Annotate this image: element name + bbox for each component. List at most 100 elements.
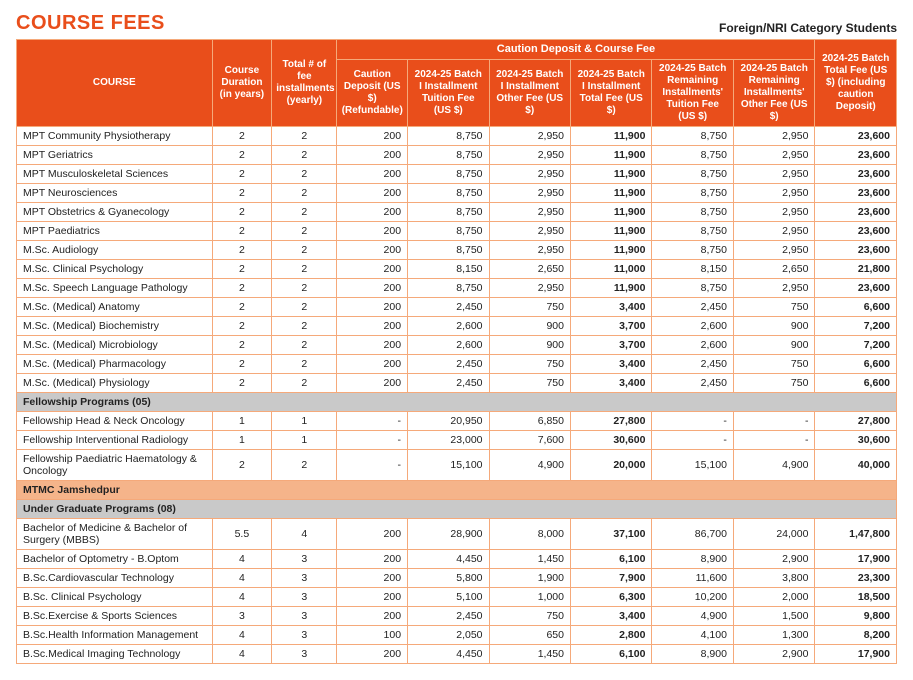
caution-cell: 200 (337, 241, 408, 260)
rem-tuition-cell: 2,600 (652, 336, 733, 355)
duration-cell: 2 (212, 165, 272, 184)
tuition1-cell: 5,800 (408, 569, 489, 588)
total1-cell: 7,900 (570, 569, 651, 588)
caution-cell: 200 (337, 317, 408, 336)
installments-cell: 2 (272, 241, 337, 260)
course-cell: B.Sc.Cardiovascular Technology (17, 569, 213, 588)
duration-cell: 3 (212, 607, 272, 626)
installments-cell: 3 (272, 588, 337, 607)
rem-other-cell: 2,950 (733, 165, 815, 184)
installments-cell: 2 (272, 317, 337, 336)
installments-cell: 2 (272, 222, 337, 241)
course-cell: MPT Neurosciences (17, 184, 213, 203)
caution-cell: 100 (337, 626, 408, 645)
table-row: Bachelor of Medicine & Bachelor of Surge… (17, 519, 897, 550)
other1-cell: 750 (489, 607, 570, 626)
installments-cell: 1 (272, 412, 337, 431)
other1-cell: 4,900 (489, 450, 570, 481)
table-row: MPT Neurosciences222008,7502,95011,9008,… (17, 184, 897, 203)
course-cell: B.Sc.Medical Imaging Technology (17, 645, 213, 664)
table-head: COURSE Course Duration (in years) Total … (17, 40, 897, 127)
caution-cell: 200 (337, 645, 408, 664)
rem-tuition-cell: 2,450 (652, 298, 733, 317)
rem-tuition-cell: 2,450 (652, 374, 733, 393)
other1-cell: 2,950 (489, 241, 570, 260)
other1-cell: 750 (489, 355, 570, 374)
rem-tuition-cell: 8,750 (652, 222, 733, 241)
installments-cell: 2 (272, 146, 337, 165)
rem-tuition-cell: 86,700 (652, 519, 733, 550)
total1-cell: 11,900 (570, 203, 651, 222)
grand-cell: 9,800 (815, 607, 897, 626)
rem-other-cell: 750 (733, 374, 815, 393)
section-label: MTMC Jamshedpur (17, 481, 897, 500)
total1-cell: 2,800 (570, 626, 651, 645)
caution-cell: 200 (337, 588, 408, 607)
table-row: B.Sc.Health Information Management431002… (17, 626, 897, 645)
grand-cell: 21,800 (815, 260, 897, 279)
duration-cell: 2 (212, 336, 272, 355)
duration-cell: 4 (212, 569, 272, 588)
course-cell: M.Sc. (Medical) Biochemistry (17, 317, 213, 336)
rem-tuition-cell: - (652, 431, 733, 450)
total1-cell: 11,000 (570, 260, 651, 279)
other1-cell: 2,950 (489, 146, 570, 165)
course-cell: Bachelor of Optometry - B.Optom (17, 550, 213, 569)
grand-cell: 1,47,800 (815, 519, 897, 550)
installments-cell: 3 (272, 626, 337, 645)
other1-cell: 8,000 (489, 519, 570, 550)
grand-cell: 27,800 (815, 412, 897, 431)
table-row: B.Sc.Cardiovascular Technology432005,800… (17, 569, 897, 588)
grand-cell: 8,200 (815, 626, 897, 645)
tuition1-cell: 5,100 (408, 588, 489, 607)
rem-other-cell: 2,000 (733, 588, 815, 607)
other1-cell: 2,950 (489, 165, 570, 184)
course-cell: M.Sc. (Medical) Pharmacology (17, 355, 213, 374)
grand-cell: 23,600 (815, 222, 897, 241)
caution-cell: 200 (337, 355, 408, 374)
other1-cell: 1,000 (489, 588, 570, 607)
rem-tuition-cell: 8,750 (652, 146, 733, 165)
rem-other-cell: 900 (733, 317, 815, 336)
tuition1-cell: 4,450 (408, 550, 489, 569)
rem-other-cell: 2,900 (733, 550, 815, 569)
rem-tuition-cell: 15,100 (652, 450, 733, 481)
rem-other-cell: 1,500 (733, 607, 815, 626)
rem-tuition-cell: 8,900 (652, 550, 733, 569)
course-cell: MPT Community Physiotherapy (17, 127, 213, 146)
tuition1-cell: 8,750 (408, 146, 489, 165)
total1-cell: 11,900 (570, 146, 651, 165)
tuition1-cell: 8,750 (408, 184, 489, 203)
table-row: M.Sc. (Medical) Physiology222002,4507503… (17, 374, 897, 393)
rem-other-cell: - (733, 412, 815, 431)
rem-other-cell: 2,900 (733, 645, 815, 664)
rem-tuition-cell: 8,750 (652, 203, 733, 222)
duration-cell: 2 (212, 279, 272, 298)
tuition1-cell: 20,950 (408, 412, 489, 431)
total1-cell: 6,100 (570, 645, 651, 664)
duration-cell: 1 (212, 412, 272, 431)
total1-cell: 20,000 (570, 450, 651, 481)
tuition1-cell: 8,750 (408, 222, 489, 241)
caution-cell: 200 (337, 569, 408, 588)
page-subtitle: Foreign/NRI Category Students (719, 21, 897, 35)
installments-cell: 2 (272, 355, 337, 374)
section-label: Under Graduate Programs (08) (17, 500, 897, 519)
installments-cell: 2 (272, 374, 337, 393)
th-tuition1: 2024-25 Batch I Installment Tuition Fee … (408, 60, 489, 127)
installments-cell: 1 (272, 431, 337, 450)
rem-tuition-cell: 10,200 (652, 588, 733, 607)
table-row: M.Sc. (Medical) Biochemistry222002,60090… (17, 317, 897, 336)
course-cell: M.Sc. Audiology (17, 241, 213, 260)
page-header: COURSE FEES Foreign/NRI Category Student… (16, 12, 897, 35)
grand-cell: 23,300 (815, 569, 897, 588)
course-cell: M.Sc. Speech Language Pathology (17, 279, 213, 298)
duration-cell: 2 (212, 127, 272, 146)
rem-tuition-cell: 8,750 (652, 279, 733, 298)
table-row: B.Sc.Medical Imaging Technology432004,45… (17, 645, 897, 664)
total1-cell: 3,400 (570, 298, 651, 317)
tuition1-cell: 28,900 (408, 519, 489, 550)
rem-tuition-cell: 4,900 (652, 607, 733, 626)
tuition1-cell: 2,050 (408, 626, 489, 645)
caution-cell: 200 (337, 203, 408, 222)
